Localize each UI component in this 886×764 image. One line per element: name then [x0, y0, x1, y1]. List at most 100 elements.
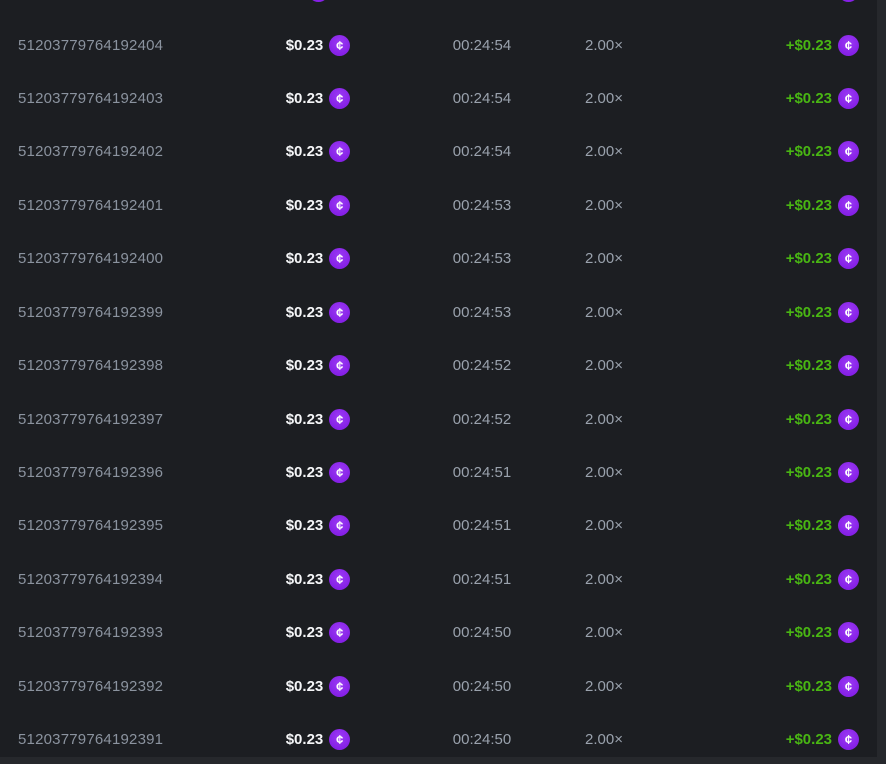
table-row[interactable]: 51203779764192400 $0.23 ¢ 00:24:53 2.00× +$0.… [0, 232, 877, 285]
bet-id[interactable]: 51203779764192404 [18, 36, 164, 54]
bet-time: 00:24:52 [452, 357, 512, 375]
coin-icon: ¢ [329, 88, 351, 110]
table-row[interactable]: 51203779764192396 $0.23 ¢ 00:24:51 2.00× +$0.… [0, 446, 877, 499]
bet-amount-value: $0.23 [285, 303, 324, 321]
bet-id[interactable]: 51203779764192395 [18, 517, 164, 535]
bet-payout: +$0.23 ¢ [652, 34, 877, 56]
bet-id[interactable]: 51203779764192398 [18, 357, 164, 375]
bet-id[interactable]: 51203779764192391 [18, 731, 164, 749]
table-row[interactable]: 51203779764192398 $0.23 ¢ 00:24:52 2.00× +$0.… [0, 339, 877, 392]
bet-payout: +$0.23 ¢ [652, 248, 877, 270]
bet-payout-value: +$0.23 [785, 464, 832, 481]
table-row[interactable]: 51203779764192397 $0.23 ¢ 00:24:52 2.00× +$0.… [0, 392, 877, 445]
coin-icon: ¢ [838, 355, 859, 377]
bet-time: 00:24:50 [452, 624, 512, 642]
bet-time: 00:24:51 [452, 517, 512, 535]
bet-payout: +$0.23 ¢ [652, 355, 877, 377]
table-row[interactable]: 51203779764192393 $0.23 ¢ 00:24:50 2.00× +$0.… [0, 606, 877, 659]
bet-payout-value: +$0.23 [785, 517, 832, 535]
bet-amount: $0.23 ¢ [228, 301, 408, 323]
bet-payout: +$0.23 ¢ [652, 515, 877, 537]
bet-multiplier: 2.00× [585, 410, 623, 428]
bet-payout: +$0.23 ¢ [652, 622, 877, 644]
table-row-partial[interactable]: ¢¢ [0, 0, 877, 18]
bet-time: 00:24:51 [452, 464, 512, 481]
bet-payout: +$0.23 ¢ [652, 301, 877, 323]
bet-id[interactable]: 51203779764192393 [18, 624, 164, 642]
table-row[interactable]: 51203779764192399 $0.23 ¢ 00:24:53 2.00× +$0.… [0, 286, 877, 339]
table-row[interactable]: 51203779764192402 $0.23 ¢ 00:24:54 2.00× +$0.… [0, 125, 877, 178]
bet-amount: $0.23 ¢ [228, 515, 408, 537]
bet-id[interactable]: 51203779764192396 [18, 464, 164, 481]
bet-multiplier: 2.00× [585, 677, 623, 695]
bet-time: 00:24:51 [452, 570, 512, 588]
bet-amount-value: $0.23 [285, 624, 324, 642]
coin-icon: ¢ [838, 0, 859, 3]
table-row[interactable]: 51203779764192392 $0.23 ¢ 00:24:50 2.00× +$0.… [0, 659, 877, 712]
bet-time: 00:24:53 [452, 250, 512, 268]
bet-id[interactable]: 51203779764192392 [18, 677, 164, 695]
bet-time: 00:24:53 [452, 196, 512, 214]
coin-icon: ¢ [329, 355, 351, 377]
bet-id[interactable]: 51203779764192394 [18, 570, 164, 588]
bet-amount-value: $0.23 [285, 517, 324, 535]
coin-icon: ¢ [329, 141, 351, 163]
bet-payout-value: +$0.23 [785, 250, 832, 268]
bet-id[interactable]: 51203779764192400 [18, 250, 164, 268]
bet-amount: ¢ [228, 0, 408, 3]
bet-multiplier: 2.00× [585, 196, 623, 214]
coin-icon: ¢ [838, 34, 859, 56]
bet-time: 00:24:54 [452, 143, 512, 161]
bet-payout-value: +$0.23 [785, 303, 832, 321]
coin-icon: ¢ [329, 248, 351, 270]
table-row[interactable]: 51203779764192401 $0.23 ¢ 00:24:53 2.00× +$0.… [0, 179, 877, 232]
bet-time: 00:24:54 [452, 90, 512, 108]
coin-icon: ¢ [329, 462, 351, 483]
coin-icon: ¢ [329, 408, 351, 430]
table-row[interactable]: 51203779764192394 $0.23 ¢ 00:24:51 2.00× +$0.… [0, 553, 877, 606]
coin-icon: ¢ [329, 34, 351, 56]
bet-time: 00:24:54 [452, 36, 512, 54]
bet-payout-value: +$0.23 [785, 196, 832, 214]
bet-payout: +$0.23 ¢ [652, 568, 877, 590]
bet-amount: $0.23 ¢ [228, 88, 408, 110]
bet-amount: $0.23 ¢ [228, 141, 408, 163]
bet-amount-value: $0.23 [285, 570, 324, 588]
bet-payout-value: +$0.23 [785, 570, 832, 588]
bet-payout: +$0.23 ¢ [652, 88, 877, 110]
bet-payout-value: +$0.23 [785, 677, 832, 695]
coin-icon: ¢ [329, 301, 351, 323]
table-row[interactable]: 51203779764192395 $0.23 ¢ 00:24:51 2.00× +$0.… [0, 499, 877, 552]
bet-id[interactable]: 51203779764192397 [18, 410, 164, 428]
bet-amount: $0.23 ¢ [228, 729, 408, 751]
bet-payout: +$0.23 ¢ [652, 194, 877, 216]
bet-amount: $0.23 ¢ [228, 248, 408, 270]
bet-amount-value: $0.23 [285, 36, 324, 54]
bet-amount-value: $0.23 [285, 731, 324, 749]
bet-amount-value: $0.23 [285, 250, 324, 268]
coin-icon: ¢ [838, 194, 859, 216]
bet-payout-value: +$0.23 [785, 357, 832, 375]
bet-id[interactable]: 51203779764192399 [18, 303, 164, 321]
table-row[interactable]: 51203779764192404 $0.23 ¢ 00:24:54 2.00× +$0.… [0, 18, 877, 71]
table-row[interactable]: 51203779764192403 $0.23 ¢ 00:24:54 2.00× +$0.… [0, 72, 877, 125]
bet-id[interactable]: 51203779764192401 [18, 196, 164, 214]
bet-multiplier: 2.00× [585, 570, 623, 588]
bet-amount: $0.23 ¢ [228, 675, 408, 697]
coin-icon: ¢ [329, 675, 351, 697]
bet-id[interactable]: 51203779764192403 [18, 90, 164, 108]
coin-icon: ¢ [838, 408, 859, 430]
bet-time: 00:24:53 [452, 303, 512, 321]
bet-id[interactable]: 51203779764192402 [18, 143, 164, 161]
bet-payout: +$0.23 ¢ [652, 462, 877, 483]
table-row[interactable]: 51203779764192391 $0.23 ¢ 00:24:50 2.00× +$0.… [0, 713, 877, 757]
coin-icon: ¢ [838, 515, 859, 537]
bet-multiplier: 2.00× [585, 517, 623, 535]
coin-icon: ¢ [838, 462, 859, 483]
bet-multiplier: 2.00× [585, 143, 623, 161]
bet-amount-value: $0.23 [285, 677, 324, 695]
bet-amount: $0.23 ¢ [228, 34, 408, 56]
coin-icon: ¢ [838, 141, 859, 163]
